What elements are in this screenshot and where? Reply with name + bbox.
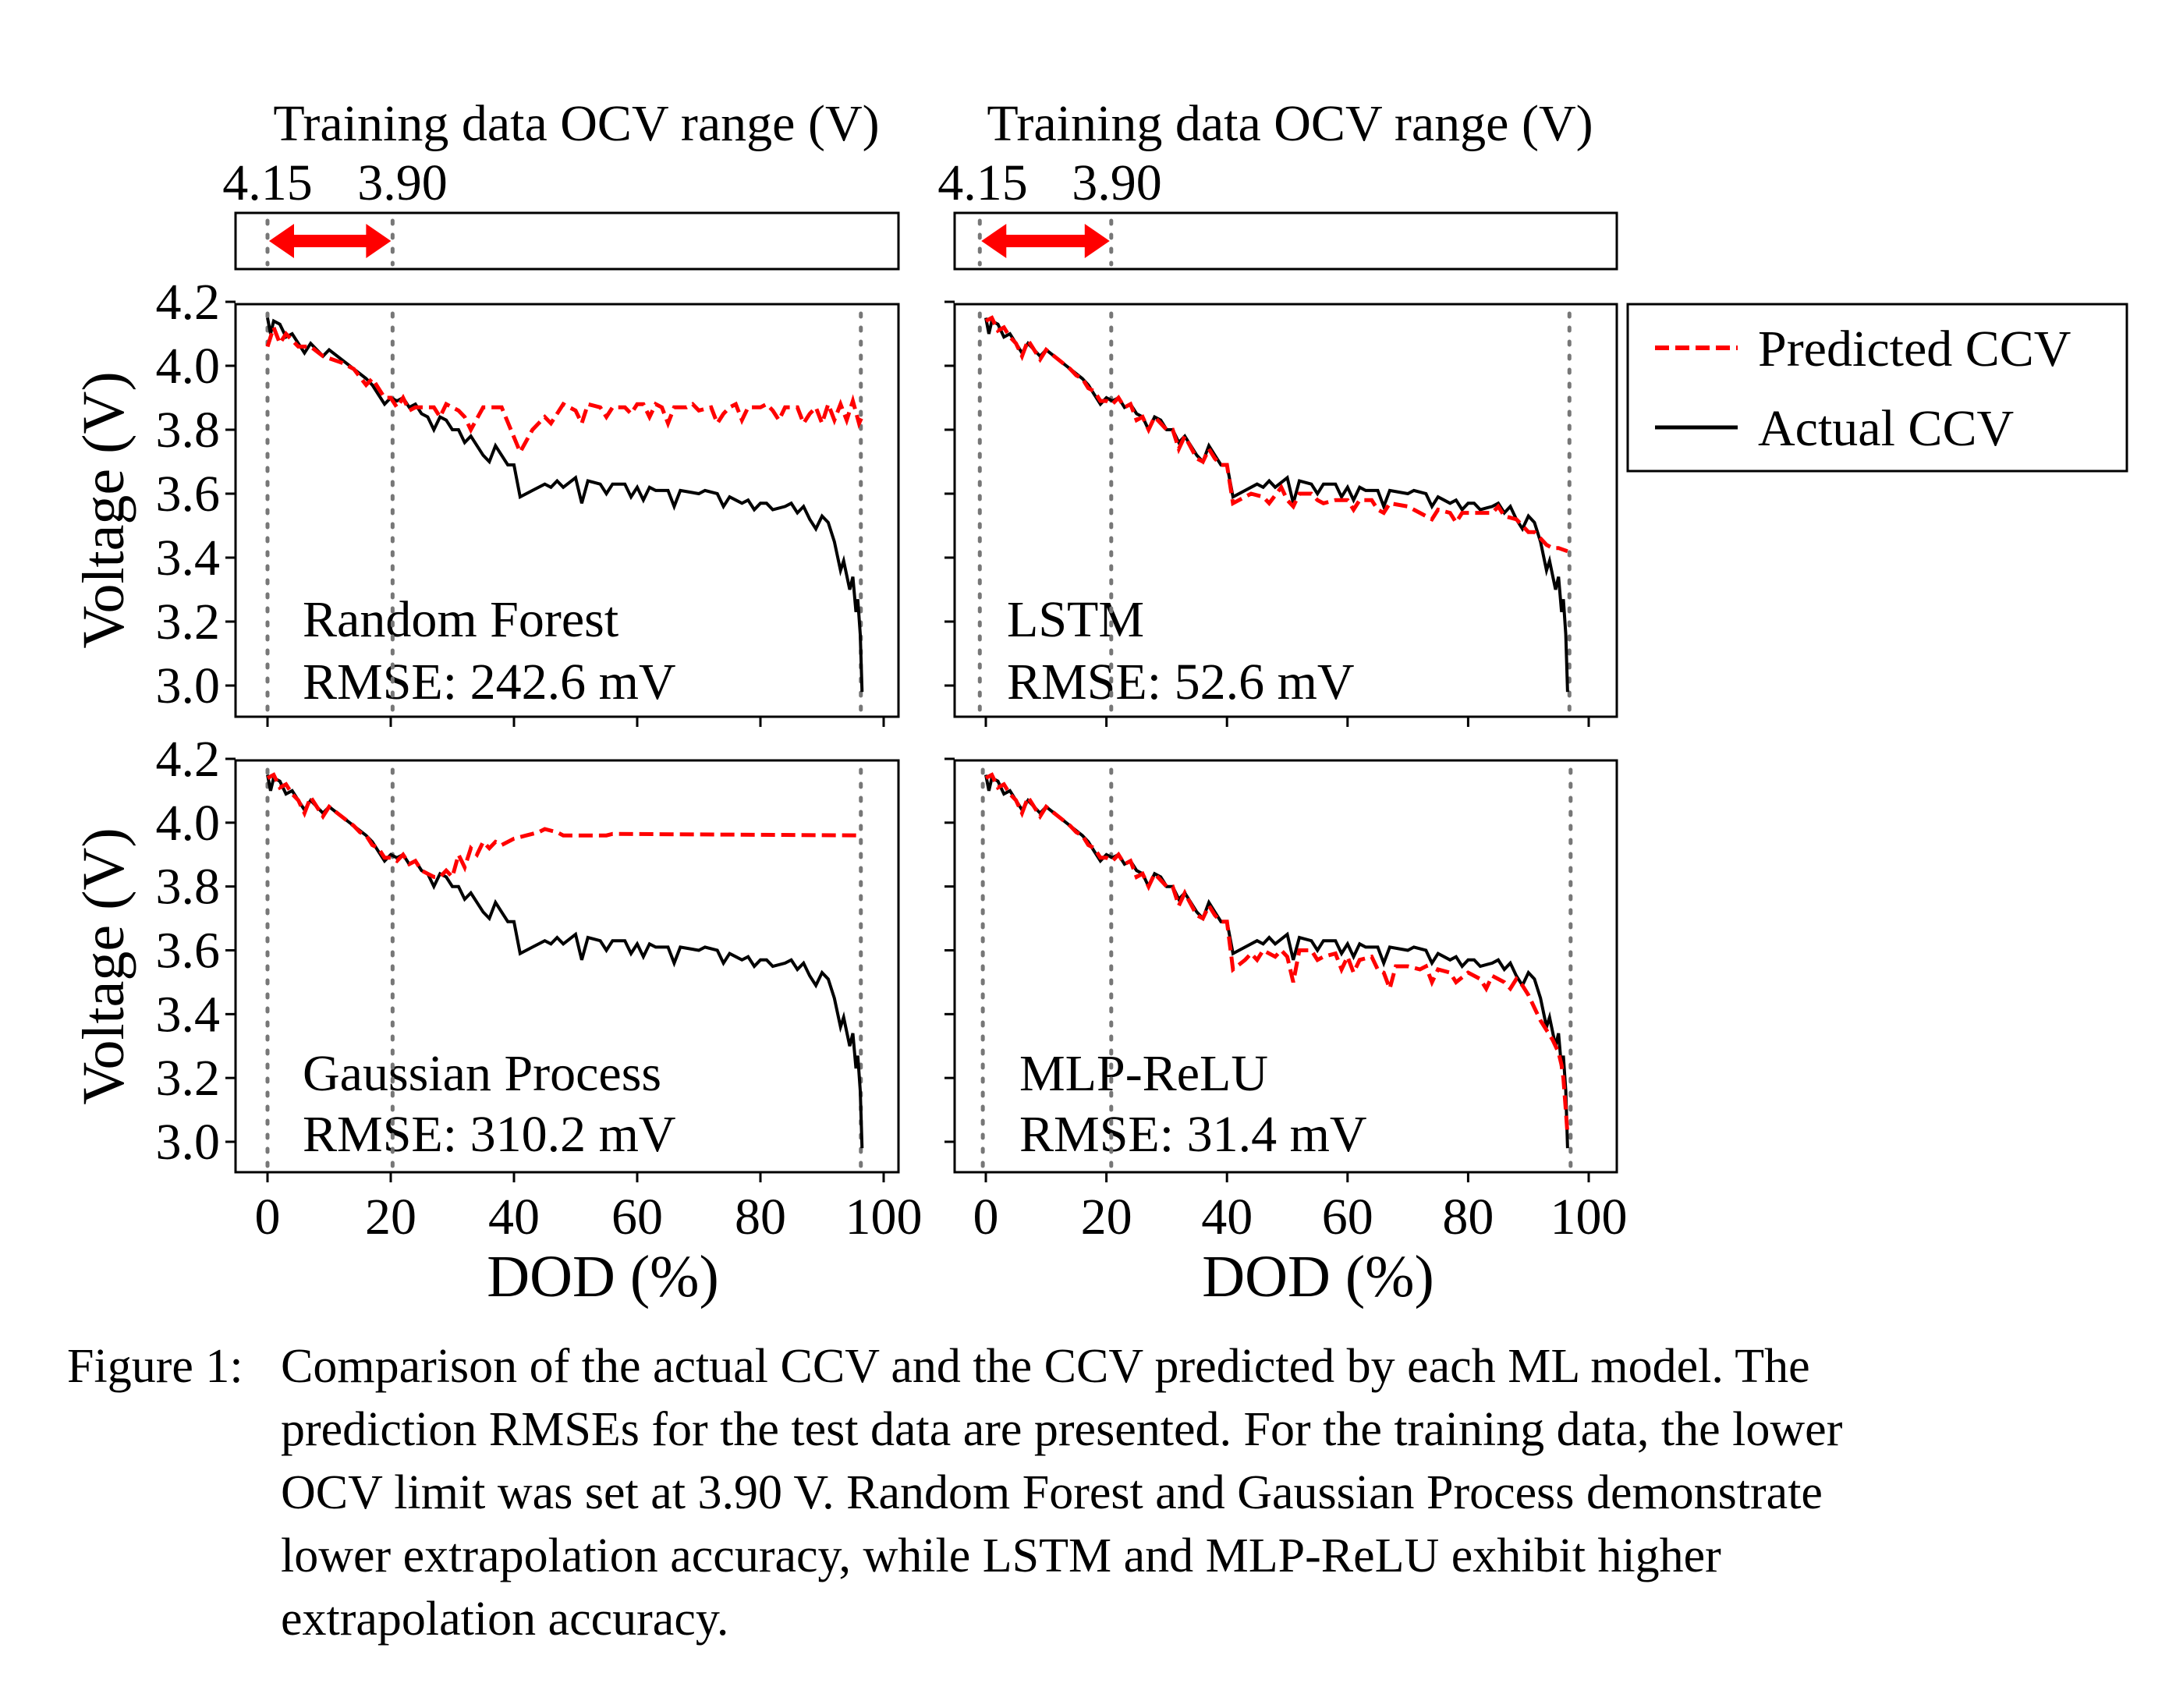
strip-label-upper-left: 4.15 — [222, 154, 313, 211]
actual-ccv-line — [266, 317, 864, 693]
caption-line: extrapolation accuracy. — [281, 1593, 728, 1646]
y-tick-label: 3.6 — [156, 466, 221, 523]
plots: 3.0 3.2 3.4 3.6 3.8 4.0 4.2 3.0 3.2 3.4 3.6 3.8 4.0 4… — [156, 211, 1628, 1246]
x-tick-label: 20 — [365, 1189, 416, 1246]
panel-model-gaussian-process: Gaussian Process — [303, 1045, 661, 1102]
panel-model-mlp-relu: MLP-ReLU — [1019, 1045, 1268, 1102]
y-tick-label: 4.2 — [156, 274, 221, 331]
caption-line: Comparison of the actual CCV and the CCV… — [281, 1340, 1810, 1393]
legend: Predicted CCV Actual CCV — [1626, 303, 2128, 473]
strip-label-lower-right: 3.90 — [1072, 154, 1162, 211]
x-tick-label: 80 — [1442, 1189, 1494, 1246]
y-axis-label-top: Voltage (V) — [71, 371, 136, 648]
plot-frame — [234, 759, 900, 1174]
x-tick-label: 0 — [255, 1189, 281, 1246]
legend-actual-label: Actual CCV — [1758, 400, 2014, 457]
x-tick-label: 0 — [973, 1189, 999, 1246]
plot-frame — [234, 303, 900, 718]
double-arrow-icon — [269, 224, 392, 258]
strip-title-left: Training data OCV range (V) — [273, 95, 879, 152]
x-tick-label: 20 — [1081, 1189, 1132, 1246]
training-range-strip-right — [953, 211, 1618, 271]
y-tick-label: 3.8 — [156, 859, 221, 916]
x-tick-label: 60 — [611, 1189, 663, 1246]
x-tick-label: 40 — [488, 1189, 540, 1246]
panel-rmse-mlp-relu: RMSE: 31.4 mV — [1019, 1106, 1367, 1163]
plot-frame — [953, 759, 1618, 1174]
x-axis-label-right: DOD (%) — [1202, 1244, 1434, 1309]
predicted-ccv-line — [265, 321, 864, 457]
strip-label-upper-right: 4.15 — [937, 154, 1028, 211]
figure-caption: Figure 1: Comparison of the actual CCV a… — [67, 1340, 1843, 1646]
training-range-strip-left — [234, 211, 900, 271]
predicted-ccv-line — [266, 772, 863, 881]
panel-rmse-random-forest: RMSE: 242.6 mV — [303, 654, 676, 710]
caption-line: lower extrapolation accuracy, while LSTM… — [281, 1529, 1721, 1582]
x-tick-label: 100 — [1550, 1189, 1628, 1246]
legend-predicted-label: Predicted CCV — [1758, 321, 2071, 377]
y-axis-label-bottom: Voltage (V) — [71, 827, 136, 1104]
panel-lstm — [944, 300, 1618, 727]
y-tick-label: 3.2 — [156, 1050, 221, 1107]
panel-rmse-lstm: RMSE: 52.6 mV — [1007, 654, 1355, 710]
y-tick-label: 3.0 — [156, 1114, 221, 1171]
panel-model-lstm: LSTM — [1007, 591, 1144, 648]
x-tick-label: 60 — [1322, 1189, 1373, 1246]
caption-label: Figure 1: — [67, 1340, 243, 1393]
x-axis-label-left: DOD (%) — [487, 1244, 719, 1309]
y-tick-label: 3.0 — [156, 657, 221, 714]
y-tick-label: 3.2 — [156, 594, 221, 650]
caption-line: prediction RMSEs for the test data are p… — [281, 1403, 1843, 1456]
panel-gaussian-process: 3.0 3.2 3.4 3.6 3.8 4.0 4.2 0 20 40 60 80 100 — [156, 731, 923, 1246]
caption-line: OCV limit was set at 3.90 V. Random Fore… — [281, 1466, 1823, 1519]
y-tick-label: 4.0 — [156, 795, 221, 852]
y-tick-label: 4.2 — [156, 731, 221, 788]
y-tick-label: 4.0 — [156, 338, 221, 395]
y-tick-label: 3.8 — [156, 402, 221, 459]
predicted-ccv-line — [984, 772, 1570, 1136]
y-tick-label: 3.6 — [156, 923, 221, 980]
panel-model-random-forest: Random Forest — [303, 591, 618, 648]
y-tick-label: 3.4 — [156, 530, 221, 586]
double-arrow-icon — [981, 224, 1110, 258]
x-tick-label: 80 — [735, 1189, 786, 1246]
x-tick-label: 100 — [845, 1189, 923, 1246]
plot-frame — [953, 303, 1618, 718]
panel-rmse-gaussian-process: RMSE: 310.2 mV — [303, 1106, 676, 1163]
strip-title-right: Training data OCV range (V) — [987, 95, 1593, 152]
panel-random-forest: 3.0 3.2 3.4 3.6 3.8 4.0 4.2 — [156, 274, 900, 727]
panel-mlp-relu: 0 20 40 60 80 100 — [944, 757, 1628, 1246]
actual-ccv-line — [984, 774, 1569, 1149]
strip-label-lower-left: 3.90 — [357, 154, 448, 211]
y-tick-label: 3.4 — [156, 986, 221, 1043]
x-tick-label: 40 — [1201, 1189, 1253, 1246]
predicted-ccv-line — [984, 315, 1568, 554]
